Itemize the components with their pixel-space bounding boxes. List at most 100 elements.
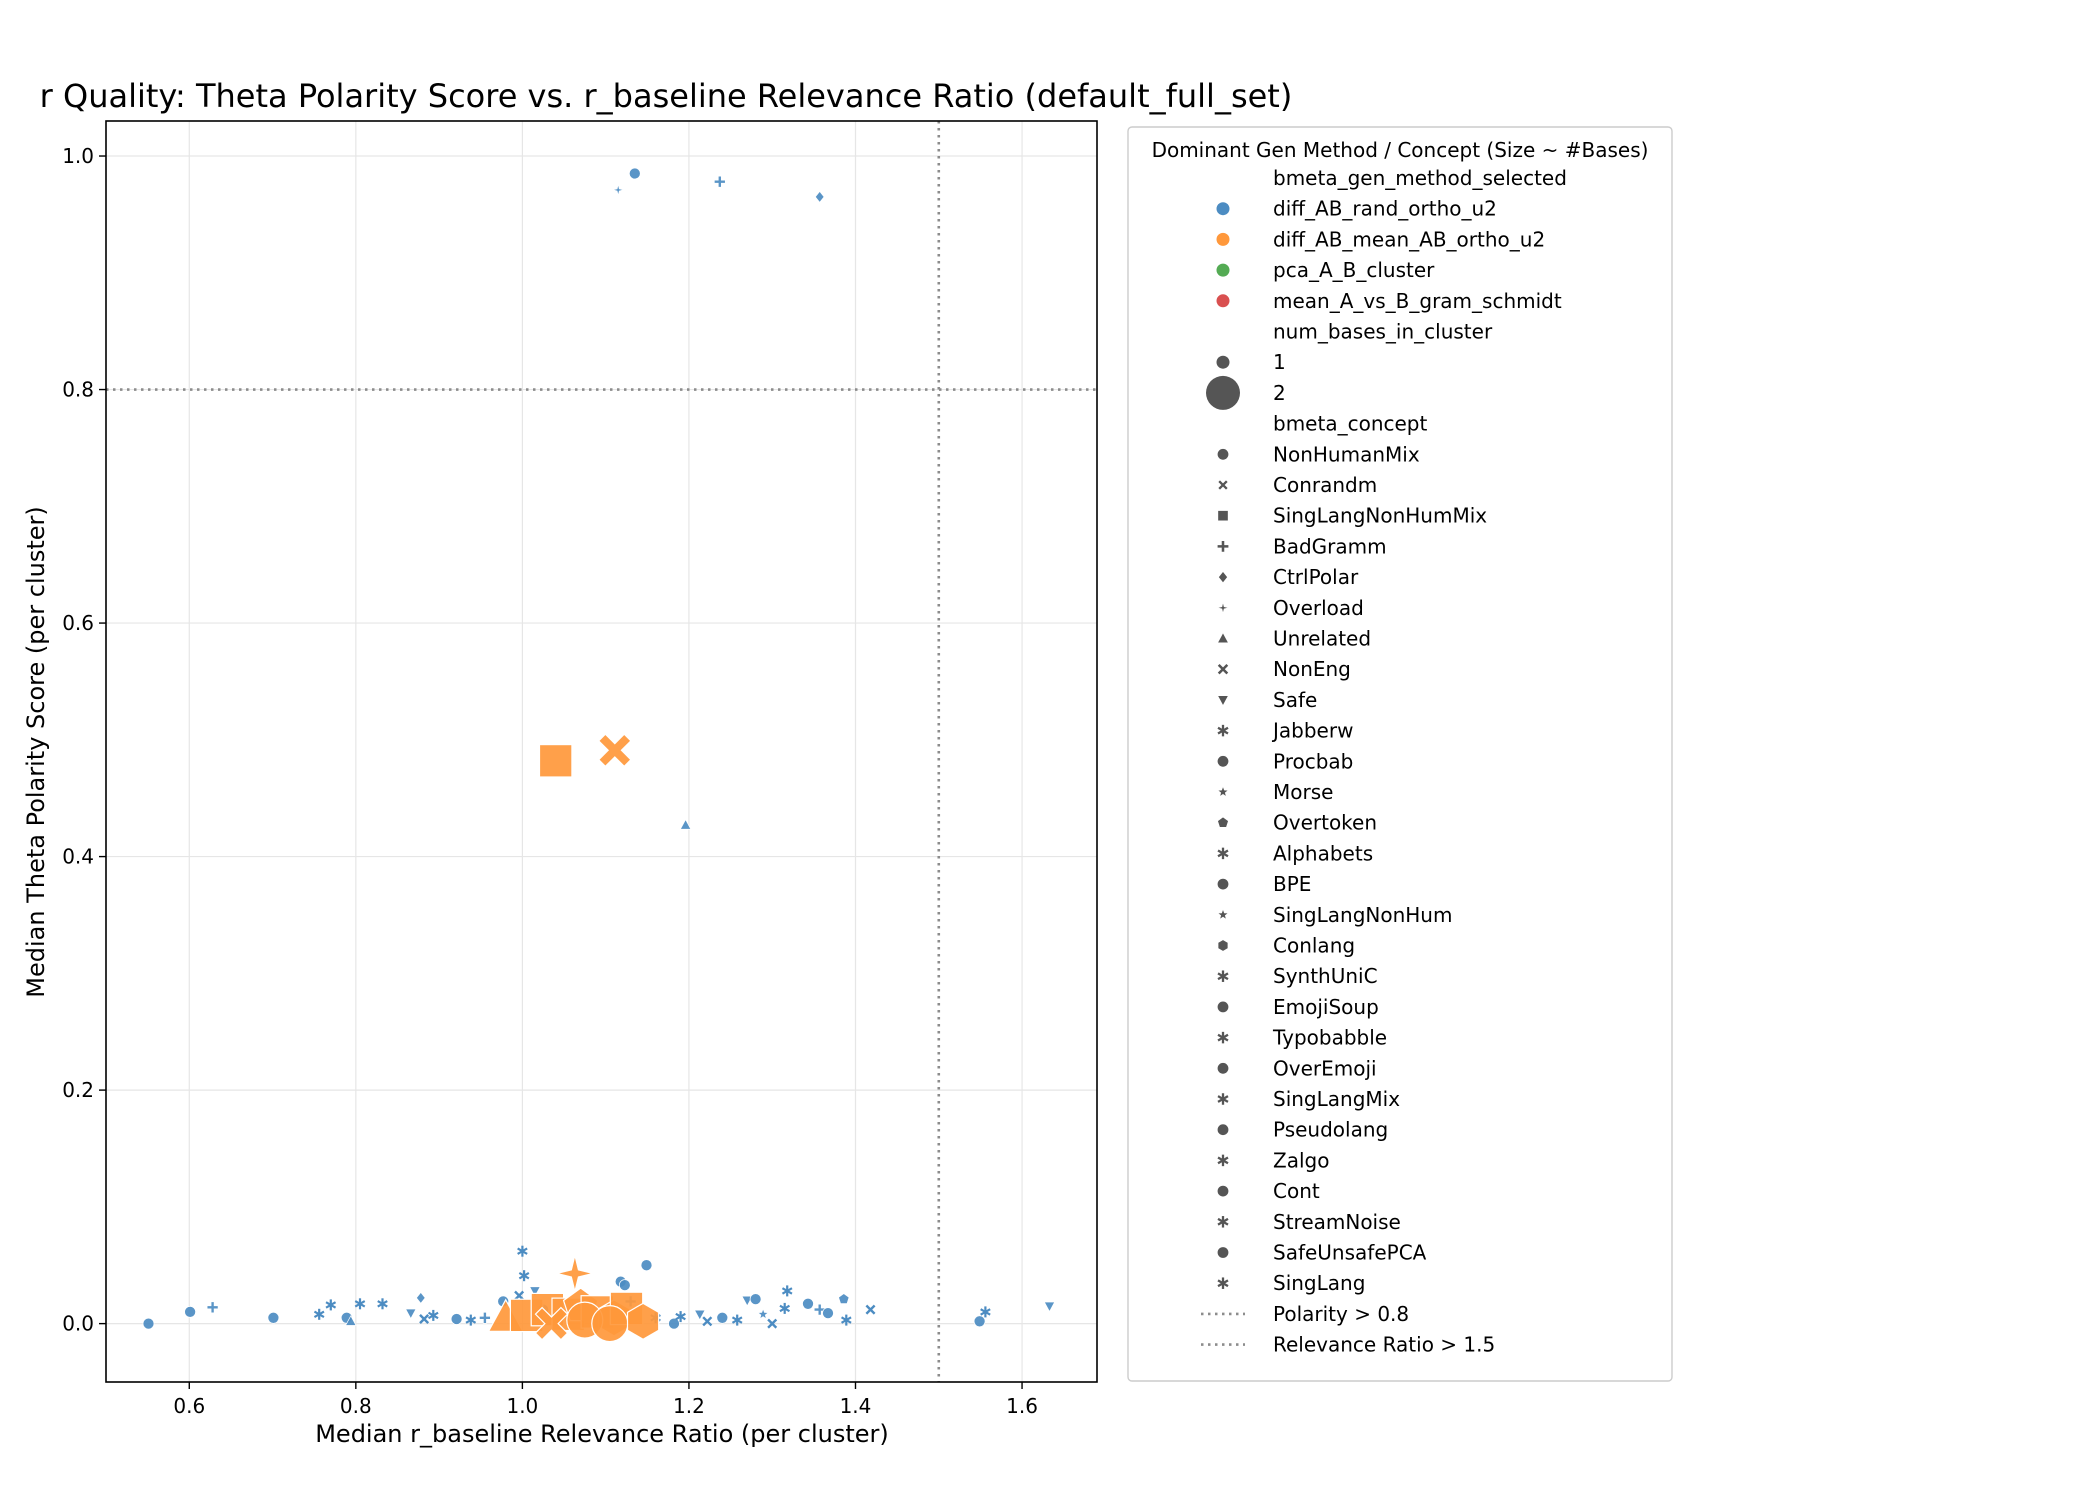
legend-item-label: NonHumanMix (1273, 442, 1420, 466)
data-point (534, 1306, 569, 1341)
data-point (702, 1316, 713, 1327)
y-tick-label: 0.8 (62, 378, 94, 402)
legend-subtitle: bmeta_gen_method_selected (1273, 166, 1567, 190)
data-point (779, 1302, 791, 1314)
legend-item-label: pca_A_B_cluster (1273, 258, 1435, 282)
data-point (865, 1304, 876, 1315)
x-tick-label: 0.6 (173, 1394, 205, 1418)
data-point (404, 1308, 417, 1320)
y-axis-ticks: 0.0 0.2 0.4 0.6 0.8 1.0 (62, 144, 106, 1336)
legend-style-swatch (1217, 847, 1229, 860)
legend-style-swatch (1216, 695, 1230, 707)
legend-title: Dominant Gen Method / Concept (Size ~ #B… (1152, 138, 1649, 162)
legend-item-label: BadGramm (1273, 534, 1387, 558)
data-point (427, 1309, 439, 1321)
legend-item-label: diff_AB_mean_AB_ortho_u2 (1273, 227, 1545, 251)
legend-item-label: Pseudolang (1273, 1118, 1388, 1142)
data-point (980, 1306, 991, 1318)
legend-style-swatch (1217, 1277, 1229, 1289)
legend-item-label: SingLangNonHumMix (1273, 504, 1487, 528)
legend-hue-swatch (1216, 202, 1230, 216)
data-point (813, 1303, 826, 1316)
legend-style-swatch (1217, 1031, 1229, 1044)
y-tick-label: 0.2 (62, 1078, 94, 1102)
legend-item-label: Conlang (1273, 934, 1355, 958)
data-point (415, 1291, 426, 1304)
data-point (693, 1309, 706, 1321)
legend-style-swatch (1217, 1154, 1229, 1167)
data-point (184, 1306, 196, 1318)
legend-size-swatch (1216, 355, 1230, 369)
data-point (838, 1293, 850, 1304)
legend-item-label: CtrlPolar (1273, 565, 1359, 589)
data-point (640, 1259, 653, 1272)
legend-item-label: Procbab (1273, 749, 1353, 773)
x-tick-label: 1.2 (673, 1394, 705, 1418)
legend-item-label: SingLangMix (1273, 1087, 1400, 1111)
data-point (756, 1307, 770, 1320)
legend-item-label: Polarity > 0.8 (1273, 1302, 1409, 1326)
data-point (529, 1286, 541, 1298)
data-point (142, 1317, 155, 1330)
legend-style-swatch (1216, 632, 1230, 644)
data-point (514, 1290, 525, 1301)
data-point (628, 167, 641, 180)
legend-style-swatch (1216, 448, 1230, 461)
x-axis-label: Median r_baseline Relevance Ratio (per c… (315, 1420, 889, 1448)
legend-style-swatch (1217, 816, 1229, 828)
data-point (713, 175, 726, 188)
x-tick-label: 0.8 (340, 1394, 372, 1418)
legend-box (1127, 126, 1673, 1382)
legend-item-label: Overload (1273, 596, 1364, 620)
legend-style-swatch (1216, 877, 1230, 891)
legend-item-label: Typobabble (1272, 1026, 1387, 1050)
legend-item-label: SingLang (1273, 1271, 1365, 1295)
legend-hue-swatch (1216, 232, 1230, 246)
x-tick-label: 1.4 (840, 1394, 872, 1418)
legend-item-label: BPE (1273, 872, 1311, 896)
data-point (781, 1285, 793, 1297)
legend-style-swatch (1217, 510, 1229, 522)
data-point (354, 1298, 366, 1310)
data-point (1043, 1301, 1056, 1313)
data-point (465, 1314, 477, 1326)
data-point (377, 1298, 388, 1310)
grid-lines (106, 121, 1097, 1382)
legend-style-swatch (1217, 601, 1229, 614)
legend-style-swatch (1217, 570, 1229, 584)
legend-style-swatch (1217, 724, 1229, 737)
legend-item-label: mean_A_vs_B_gram_schmidt (1273, 289, 1562, 313)
legend-item-label: 1 (1273, 350, 1286, 374)
data-point (618, 1279, 631, 1291)
legend-style-swatch (1216, 1246, 1230, 1259)
data-point (767, 1318, 778, 1329)
legend-style-swatch (1216, 1062, 1230, 1075)
data-point (626, 1302, 660, 1340)
legend-item-label: Cont (1273, 1179, 1320, 1203)
legend-item-label: SafeUnsafePCA (1273, 1241, 1427, 1265)
legend-item-label: Zalgo (1273, 1148, 1329, 1172)
legend-hue-swatch (1216, 294, 1230, 308)
data-point (267, 1311, 280, 1324)
legend-style-swatch (1216, 1123, 1230, 1136)
data-point (325, 1299, 337, 1311)
legend-style-swatch (1216, 785, 1230, 798)
x-tick-label: 1.6 (1006, 1394, 1038, 1418)
legend-item-label: Jabberw (1271, 719, 1353, 743)
data-point (538, 743, 573, 778)
legend-style-swatch (1217, 939, 1229, 952)
legend-item-label: NonEng (1273, 657, 1351, 681)
legend-style-swatch (1216, 1000, 1230, 1014)
series-diff_AB_mean_AB_ortho_u2 (487, 733, 660, 1343)
scatter-points (142, 167, 1056, 1343)
data-point (556, 1255, 594, 1292)
data-point (612, 184, 624, 196)
legend-subtitle: num_bases_in_cluster (1273, 320, 1493, 344)
series-diff_AB_rand_ortho_u2 (142, 167, 1056, 1330)
data-point (749, 1293, 762, 1305)
legend-item-label: Alphabets (1273, 841, 1373, 865)
y-tick-label: 0.4 (62, 845, 94, 869)
data-point (450, 1313, 463, 1325)
x-axis-ticks: 0.6 0.8 1.0 1.2 1.4 1.6 (173, 1382, 1038, 1418)
